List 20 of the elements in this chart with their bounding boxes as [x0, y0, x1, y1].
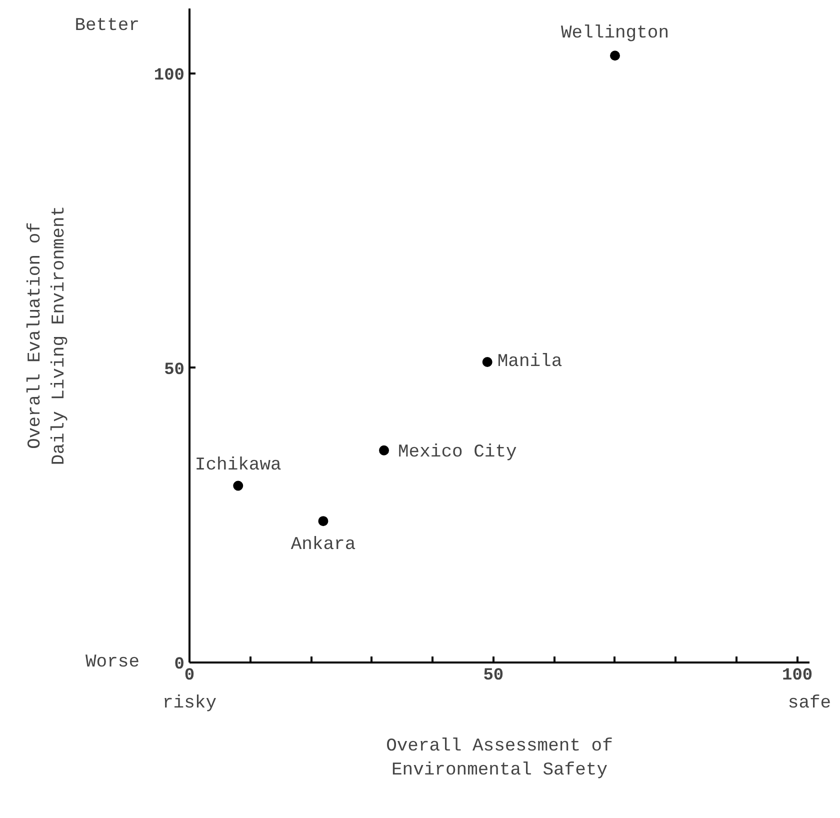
text: safe — [788, 694, 832, 714]
point — [482, 357, 492, 368]
point — [233, 480, 244, 491]
point — [318, 516, 328, 526]
y-axis-title: Overall Evaluation of Daily Living Environment — [26, 206, 70, 466]
annotation: Wellington — [560, 24, 670, 44]
annotation: Manila — [497, 352, 562, 372]
x-tick-label: 100 — [782, 666, 813, 686]
annotation: Ichikawa — [194, 456, 282, 476]
x-axis-title: Overall Assessment of Environmental Safety — [386, 736, 613, 780]
annotation: Mexico City — [398, 442, 518, 462]
text: Better — [74, 16, 140, 36]
text: Worse — [85, 652, 140, 672]
x-tick-label: 50 — [483, 666, 504, 686]
point — [379, 445, 390, 456]
y-tick-label: 50 — [164, 360, 185, 380]
text: risky — [162, 694, 217, 714]
y-tick-label: 100 — [154, 66, 185, 86]
annotation: Ankara — [290, 535, 356, 556]
point — [610, 50, 620, 61]
